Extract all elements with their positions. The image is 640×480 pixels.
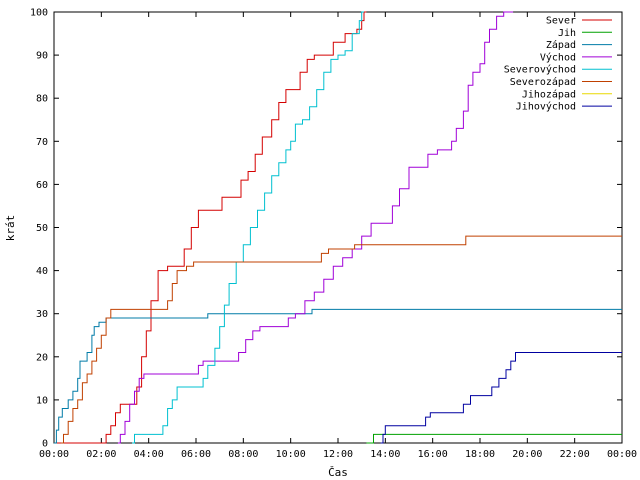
y-tick-label: 20 <box>36 352 48 363</box>
legend-label: Západ <box>546 39 576 51</box>
series-line-severovýchod <box>132 11 364 444</box>
y-tick-label: 40 <box>36 266 48 277</box>
y-tick-label: 0 <box>42 439 48 450</box>
y-tick-label: 50 <box>36 223 48 234</box>
x-tick-label: 02:00 <box>86 449 116 460</box>
x-tick-label: 08:00 <box>228 449 258 460</box>
y-tick-label: 70 <box>36 137 48 148</box>
legend-label: Severozápad <box>510 76 576 88</box>
legend-label: Severovýchod <box>504 64 576 76</box>
series-line-jihovýchod <box>380 352 622 444</box>
y-tick-label: 80 <box>36 94 48 105</box>
x-tick-label: 18:00 <box>465 449 495 460</box>
legend-label: Jih <box>558 28 576 39</box>
y-tick-label: 60 <box>36 180 48 191</box>
legend-label: Východ <box>540 51 576 63</box>
y-tick-label: 30 <box>36 309 48 320</box>
x-tick-label: 16:00 <box>418 449 448 460</box>
x-axis-title: Čas <box>328 466 348 479</box>
y-axis: 0 10 20 30 40 50 60 70 80 90 100 <box>30 8 622 450</box>
x-tick-label: 12:00 <box>323 449 353 460</box>
x-tick-label: 00:00 <box>39 449 69 460</box>
x-tick-label: 20:00 <box>512 449 542 460</box>
series-line-severozápad <box>61 235 622 444</box>
x-tick-label: 04:00 <box>134 449 164 460</box>
y-tick-label: 10 <box>36 395 48 406</box>
series-layer <box>54 11 622 444</box>
series-line-západ <box>54 308 622 444</box>
y-tick-label: 90 <box>36 51 48 62</box>
x-tick-label: 10:00 <box>276 449 306 460</box>
x-tick-label: 06:00 <box>181 449 211 460</box>
legend-label: Jihozápad <box>522 88 576 100</box>
x-axis: 00:00 02:00 04:00 06:00 08:00 10:00 12:00 14:00… <box>39 12 637 460</box>
plot-area <box>53 11 623 444</box>
legend-label: Jihovýchod <box>516 101 576 113</box>
y-axis-title: krát <box>4 215 17 242</box>
series-line-sever <box>54 11 367 444</box>
x-tick-label: 14:00 <box>370 449 400 460</box>
x-tick-label: 22:00 <box>560 449 590 460</box>
series-line-východ <box>117 11 514 444</box>
series-line-jih <box>366 433 622 444</box>
legend-label: Sever <box>546 16 576 27</box>
x-tick-label: 00:00 <box>607 449 637 460</box>
legend: SeverJihZápadVýchodSeverovýchodSeverozáp… <box>504 16 612 113</box>
y-tick-label: 100 <box>30 8 48 19</box>
